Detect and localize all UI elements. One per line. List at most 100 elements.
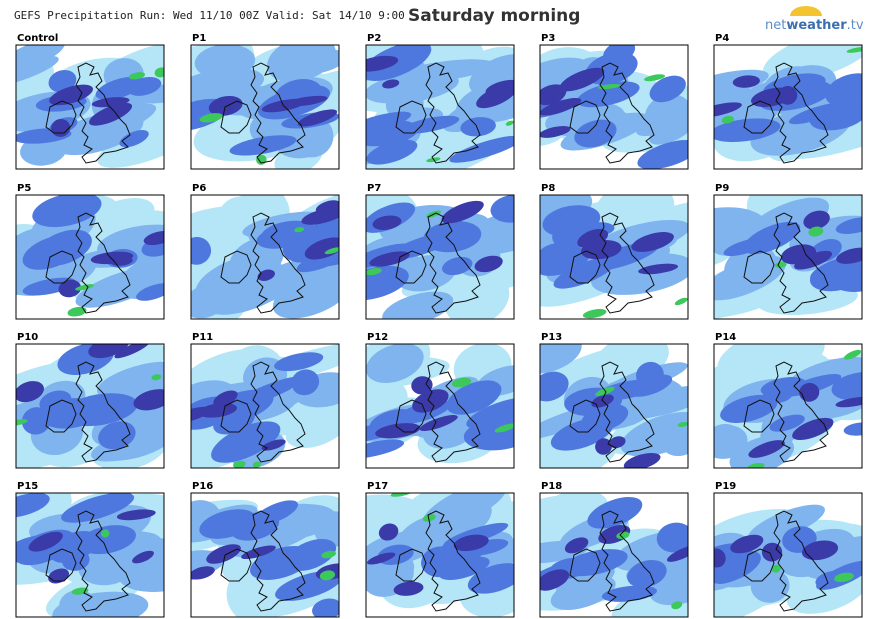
precip-area	[723, 238, 767, 257]
panel-label: P6	[192, 183, 206, 194]
precip-area	[644, 94, 688, 138]
logo-sun	[790, 6, 822, 16]
coastline	[569, 548, 601, 582]
coastline	[220, 250, 252, 284]
precip-area	[294, 227, 305, 233]
forecast-map[interactable]	[643, 317, 870, 482]
precip-area	[91, 97, 130, 108]
panel-label: P17	[367, 481, 388, 492]
precip-area	[677, 422, 688, 427]
precip-area	[721, 115, 734, 124]
precip-area	[116, 509, 156, 521]
forecast-map[interactable]	[0, 27, 229, 179]
precip-field	[191, 344, 339, 468]
panel-label: P7	[367, 183, 381, 194]
precip-area	[441, 200, 484, 224]
panel-label: P16	[192, 481, 213, 492]
precip-area	[199, 113, 223, 123]
precip-area	[559, 67, 605, 92]
forecast-map[interactable]	[669, 168, 870, 329]
forecast-map[interactable]	[653, 492, 870, 619]
forecast-map[interactable]	[477, 483, 729, 619]
precip-area	[843, 422, 862, 436]
precip-area	[451, 377, 472, 388]
precip-area	[98, 421, 136, 450]
precip-area	[494, 423, 514, 433]
panel-label: P10	[17, 332, 38, 343]
coastline	[395, 548, 427, 582]
logo[interactable]: netweather.tv	[765, 6, 864, 33]
forecast-map[interactable]	[125, 484, 385, 619]
precip-area	[747, 504, 825, 543]
panel-label: P8	[541, 183, 555, 194]
precip-field	[714, 195, 862, 319]
precip-field	[366, 493, 514, 617]
forecast-map[interactable]	[294, 323, 558, 477]
precip-area	[540, 569, 570, 591]
forecast-map[interactable]	[300, 470, 552, 619]
precip-area	[801, 540, 839, 561]
precip-area	[211, 421, 281, 463]
precip-area	[463, 417, 514, 451]
forecast-map[interactable]	[676, 16, 870, 170]
precip-area	[540, 247, 590, 276]
coastline	[75, 212, 131, 314]
forecast-map[interactable]	[0, 466, 205, 619]
precip-area	[444, 271, 510, 319]
precip-field	[366, 344, 514, 468]
forecast-map[interactable]	[116, 334, 390, 491]
coastline	[425, 212, 481, 314]
panel-label: P18	[541, 481, 562, 492]
precip-area	[423, 220, 482, 253]
panel-label: P15	[17, 481, 38, 492]
coastline	[75, 361, 131, 463]
precip-area	[78, 545, 138, 586]
precip-area	[603, 45, 636, 64]
coastline	[75, 510, 131, 612]
precip-area	[598, 525, 631, 544]
panel-label: Control	[17, 33, 58, 44]
panel-label: P1	[192, 33, 206, 44]
precip-field	[366, 195, 514, 319]
precip-area	[369, 251, 410, 267]
precip-area	[366, 439, 405, 459]
coastline	[773, 62, 829, 164]
precip-area	[714, 102, 742, 118]
precip-area	[378, 523, 399, 541]
precip-area	[595, 438, 612, 455]
precip-area	[366, 119, 419, 147]
forecast-map[interactable]	[0, 321, 200, 491]
precip-area	[836, 247, 862, 264]
precip-area	[656, 522, 688, 553]
precip-area	[151, 374, 162, 381]
panel-label: P9	[715, 183, 729, 194]
precip-area	[627, 559, 667, 588]
precip-area	[16, 502, 81, 552]
precip-area	[366, 265, 409, 301]
precip-area	[815, 570, 844, 588]
map-border	[539, 44, 689, 170]
precip-area	[90, 251, 134, 265]
forecast-map[interactable]	[498, 36, 720, 175]
forecast-map[interactable]	[319, 186, 555, 336]
map-border	[539, 343, 689, 469]
coastline	[45, 250, 77, 284]
map-border	[190, 492, 340, 618]
coastline	[75, 62, 131, 164]
precip-area	[233, 460, 246, 468]
precip-area	[366, 344, 424, 383]
forecast-map[interactable]	[124, 175, 402, 331]
precip-area	[540, 84, 567, 106]
precip-area	[453, 534, 489, 552]
precip-area	[401, 115, 460, 134]
precip-area	[315, 200, 339, 214]
forecast-map[interactable]	[326, 29, 560, 194]
precip-area	[769, 414, 805, 432]
forecast-map[interactable]	[0, 187, 219, 320]
precip-area	[119, 129, 149, 148]
forecast-map[interactable]	[471, 325, 744, 496]
precip-area	[649, 75, 686, 103]
forecast-map[interactable]	[148, 27, 389, 182]
forecast-map[interactable]	[490, 166, 742, 320]
precip-area	[393, 581, 424, 596]
